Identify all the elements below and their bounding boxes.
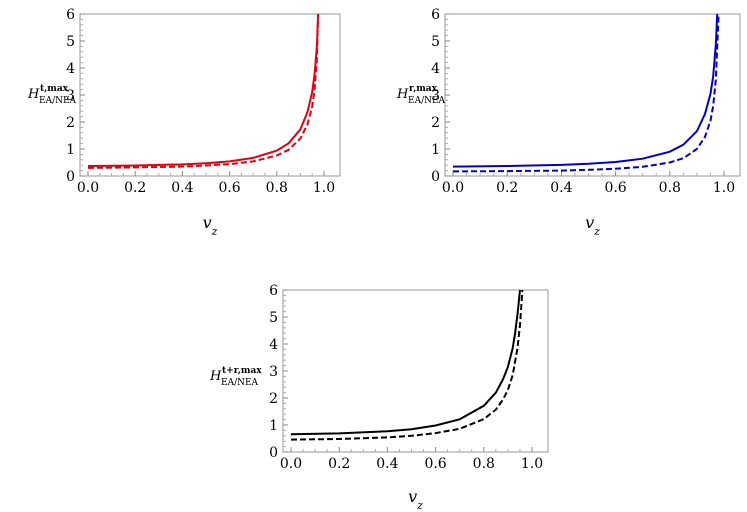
x-axis-label: vz <box>203 213 218 238</box>
x-tick-label: 0.4 <box>376 456 398 472</box>
x-tick-label: 0.4 <box>171 180 193 196</box>
y-tick-label: 3 <box>66 88 75 104</box>
series-line-dashed <box>87 14 320 169</box>
y-tick-label: 5 <box>269 310 278 326</box>
svg-text:H: H <box>209 369 222 384</box>
y-tick-label: 4 <box>431 61 440 77</box>
chart-1: 0.0 0.2 0.4 0.6 0.8 1.0 0 1 2 3 4 5 6 vz H t,max EA/NEA <box>27 7 341 238</box>
x-tick-label: 1.0 <box>713 180 735 196</box>
y-tick-label: 6 <box>66 7 75 23</box>
svg-text:H: H <box>27 87 40 102</box>
svg-text:EA/NEA: EA/NEA <box>221 378 259 388</box>
y-tick-label: 6 <box>269 283 278 299</box>
x-tick-label: 0.6 <box>218 180 240 196</box>
series-line-solid <box>452 14 719 168</box>
y-tick-label: 4 <box>269 337 278 353</box>
y-tick-label: 6 <box>431 7 440 23</box>
svg-text:EA/NEA: EA/NEA <box>39 96 77 106</box>
x-tick-label: 0.2 <box>124 180 146 196</box>
y-tick-label: 2 <box>66 115 75 131</box>
x-tick-label: 0.8 <box>473 456 495 472</box>
x-tick-label: 0.6 <box>424 456 446 472</box>
x-tick-label: 0.0 <box>442 180 464 196</box>
plot-frame <box>444 13 741 177</box>
x-tick-label: 0.4 <box>550 180 572 196</box>
series-line-solid <box>87 14 320 167</box>
y-tick-label: 1 <box>269 418 278 434</box>
x-tick-label: 0.0 <box>280 456 302 472</box>
x-tick-label: 1.0 <box>313 180 335 196</box>
y-tick-label: 2 <box>431 115 440 131</box>
y-tick-label: 0 <box>66 169 75 185</box>
chart-3: 0.0 0.2 0.4 0.6 0.8 1.0 0 1 2 3 4 5 6 vz H t+r,max EA/NE… <box>209 283 549 512</box>
y-tick-label: 5 <box>431 34 440 50</box>
chart-2: 0.0 0.2 0.4 0.6 0.8 1.0 0 1 2 3 4 5 6 vz H r,max EA/NEA <box>396 7 741 238</box>
y-tick-label: 2 <box>269 391 278 407</box>
x-tick-label: 0.2 <box>496 180 518 196</box>
y-tick-label: 5 <box>66 34 75 50</box>
svg-text:EA/NEA: EA/NEA <box>408 96 446 106</box>
x-tick-label: 0.6 <box>604 180 626 196</box>
y-tick-label: 3 <box>431 88 440 104</box>
y-tick-label: 0 <box>269 445 278 461</box>
y-tick-label: 4 <box>66 61 75 77</box>
x-tick-label: 1.0 <box>521 456 543 472</box>
series-line-dashed <box>290 290 524 441</box>
series-line-dashed <box>452 14 720 173</box>
series-line-solid <box>290 290 521 436</box>
x-axis-label: vz <box>585 213 600 238</box>
x-tick-label: 0.8 <box>266 180 288 196</box>
x-axis-label: vz <box>408 487 423 512</box>
svg-text:t+r,max: t+r,max <box>222 366 262 376</box>
x-tick-label: 0.2 <box>328 456 350 472</box>
x-tick-label: 0.0 <box>77 180 99 196</box>
y-tick-label: 3 <box>269 364 278 380</box>
svg-text:H: H <box>396 87 409 102</box>
x-tick-label: 0.8 <box>659 180 681 196</box>
plot-frame <box>79 13 341 177</box>
y-tick-label: 1 <box>66 142 75 158</box>
y-tick-label: 0 <box>431 169 440 185</box>
y-tick-label: 1 <box>431 142 440 158</box>
svg-text:t,max: t,max <box>40 84 69 94</box>
svg-text:r,max: r,max <box>409 84 438 94</box>
